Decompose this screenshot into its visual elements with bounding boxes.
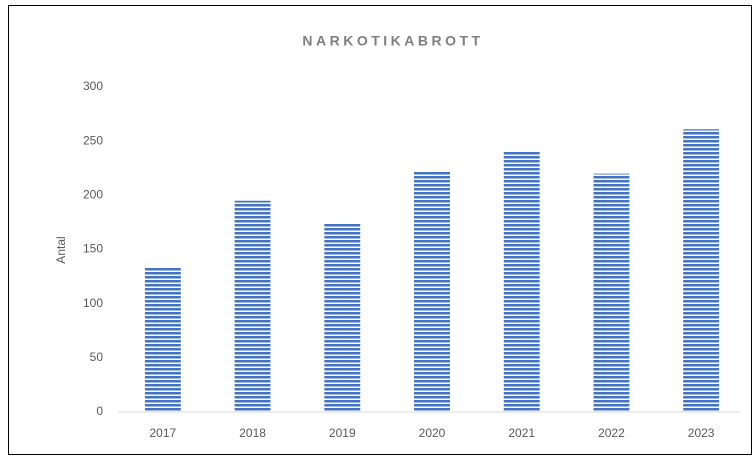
- y-tick-label: 200: [83, 188, 103, 202]
- x-tick-label: 2019: [329, 426, 356, 440]
- x-tick-label: 2021: [508, 426, 535, 440]
- bar: [593, 173, 630, 412]
- y-tick-label: 100: [83, 296, 103, 310]
- y-tick-label: 300: [83, 79, 103, 93]
- bar: [683, 129, 720, 412]
- bar: [503, 152, 540, 412]
- y-tick-label: 150: [83, 242, 103, 256]
- bar: [234, 200, 271, 412]
- x-tick-label: 2017: [150, 426, 177, 440]
- x-tick-label: 2018: [239, 426, 266, 440]
- bar: [324, 223, 361, 412]
- chart-frame: [8, 5, 752, 455]
- y-tick-label: 0: [96, 404, 103, 418]
- x-tick-label: 2022: [598, 426, 625, 440]
- x-tick-label: 2020: [419, 426, 446, 440]
- bar: [414, 171, 450, 412]
- x-tick-label: 2023: [688, 426, 715, 440]
- chart-title: NARKOTIKABROTT: [302, 33, 483, 49]
- y-axis-label: Antal: [54, 236, 68, 263]
- y-tick-label: 250: [83, 133, 103, 147]
- bar: [144, 267, 181, 412]
- y-tick-label: 50: [90, 350, 104, 364]
